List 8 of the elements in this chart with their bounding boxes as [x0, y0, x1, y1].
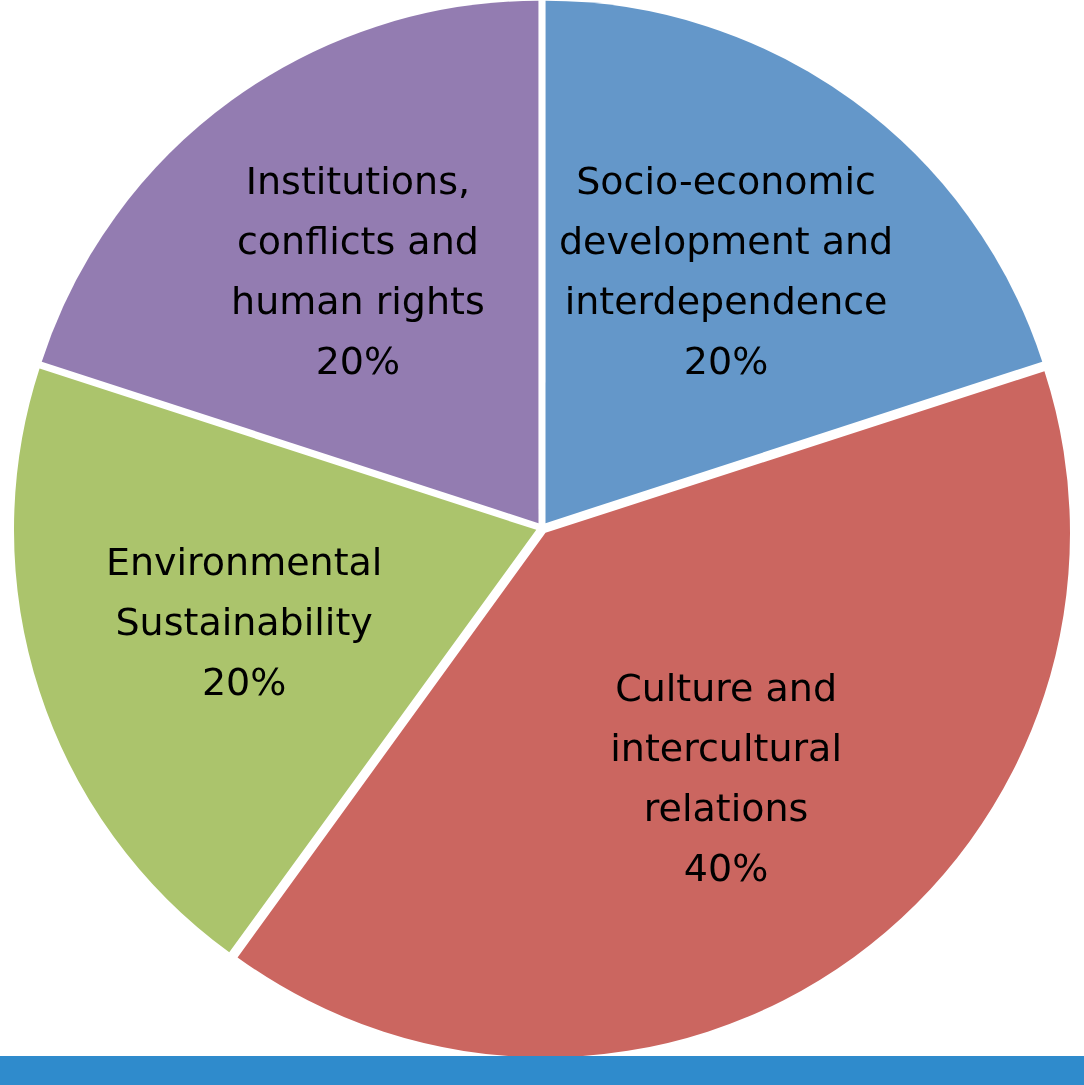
data-label: 20%: [683, 339, 769, 384]
slice-label: Socio-economic development and interdependence: [558, 159, 894, 324]
data-label: 20%: [315, 339, 401, 384]
slice-label: Culture and intercultural relations: [610, 666, 842, 831]
data-label: 20%: [201, 659, 287, 704]
data-label: 40%: [683, 846, 769, 891]
slice-label: Institutions, conflicts and human rights: [231, 159, 485, 324]
slice-label: Environmental Sustainability: [105, 539, 383, 644]
